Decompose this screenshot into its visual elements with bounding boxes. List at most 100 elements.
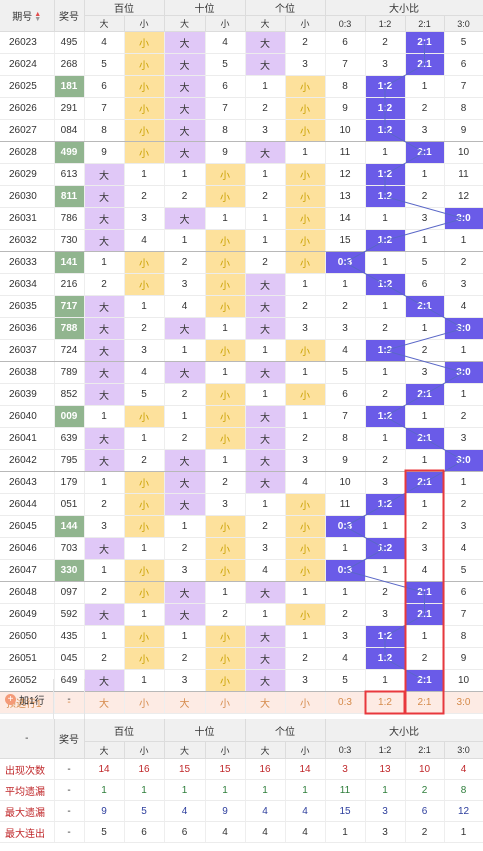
stats-value: 4 — [245, 821, 286, 843]
big-miss-count: 3 — [164, 559, 206, 582]
ratio-miss-count: 4 — [444, 295, 483, 318]
prize-number: 330 — [54, 559, 85, 582]
big-miss-count: 1 — [164, 339, 206, 362]
big-miss-count: 1 — [84, 559, 125, 582]
ratio-miss-count: 10 — [325, 471, 366, 494]
ratio-hit-cell: 1:2 — [365, 493, 406, 516]
small-hit-cell: 小 — [124, 493, 165, 516]
big-miss-count: 2 — [245, 185, 286, 208]
ratio-miss-count: 3 — [444, 515, 483, 538]
small-hit-cell: 小 — [205, 559, 246, 582]
period-cell: 26026 — [0, 97, 55, 120]
ratio-miss-count: 8 — [325, 75, 366, 98]
stats-value: 6 — [124, 821, 165, 843]
big-hit-cell: 大 — [164, 31, 206, 54]
period-cell: 26047 — [0, 559, 55, 582]
ratio-hit-cell: 1:2 — [365, 119, 406, 142]
ratio-hit-cell: 2:1 — [405, 603, 445, 626]
small-hit-cell: 小 — [205, 163, 246, 186]
stats-rows: 出现次数 -14 16 15 15 16 14 3 13 10 4 平均遗漏 -1 1 1 1 1 1 11 1 2 8 最… — [0, 758, 483, 843]
ratio-miss-count: 7 — [325, 405, 366, 428]
small-hit-cell: 小 — [124, 559, 165, 582]
small-miss-count: 4 — [205, 31, 246, 54]
sort-icon[interactable]: ▲ ▼ — [34, 11, 42, 24]
predict-cell[interactable]: 3:0 — [444, 691, 483, 714]
predict-cell[interactable]: 大 — [245, 691, 286, 714]
table-row: 26047 330 1 小 3 小 4 小 0:3 1 4 5 — [0, 559, 483, 582]
stats-ratio-3-0: 3:0 — [444, 741, 483, 759]
big-miss-count: 2 — [164, 427, 206, 450]
stats-value: 16 — [124, 758, 165, 780]
big-miss-count: 2 — [245, 515, 286, 538]
predict-cell[interactable]: 小 — [205, 691, 246, 714]
ratio-miss-count: 1 — [365, 251, 406, 274]
predict-cell[interactable]: 小 — [124, 691, 165, 714]
stats-value: 1 — [84, 779, 125, 801]
add-row-button[interactable]: + 加1行 — [0, 679, 54, 719]
big-hit-cell: 大 — [84, 361, 125, 384]
ratio-miss-count: 6 — [325, 31, 366, 54]
big-hit-cell: 大 — [164, 471, 206, 494]
big-hit-cell: 大 — [164, 53, 206, 76]
prize-number: 789 — [54, 361, 85, 384]
small-miss-count: 2 — [124, 449, 165, 472]
ratio-1-2-header: 1:2 — [365, 15, 406, 32]
small-hit-cell: 小 — [285, 75, 326, 98]
period-header[interactable]: 期号 ▲ ▼ — [0, 0, 55, 32]
big-hit-cell: 大 — [84, 537, 125, 560]
ratio-miss-count: 1 — [365, 427, 406, 450]
big-miss-count: 2 — [164, 185, 206, 208]
small-hit-cell: 小 — [124, 515, 165, 538]
ratio-miss-count: 3 — [365, 471, 406, 494]
stats-ratio-header: 大小比 — [325, 719, 483, 742]
table-row: 26049 592 大 1 大 2 1 小 2 3 2:1 7 — [0, 603, 483, 626]
sub-small-header: 小 — [205, 15, 246, 32]
big-miss-count: 3 — [164, 669, 206, 692]
big-miss-count: 1 — [84, 471, 125, 494]
stats-row: 最大遗漏 -9 5 4 9 4 4 15 3 6 12 — [0, 800, 483, 822]
big-hit-cell: 大 — [164, 317, 206, 340]
ratio-miss-count: 11 — [325, 493, 366, 516]
sub-small-header: 小 — [285, 15, 326, 32]
predict-cell[interactable]: 小 — [285, 691, 326, 714]
small-hit-cell: 小 — [205, 273, 246, 296]
big-miss-count: 1 — [245, 493, 286, 516]
stats-value: 4 — [444, 758, 483, 780]
ratio-miss-count: 9 — [325, 449, 366, 472]
big-miss-count: 4 — [245, 559, 286, 582]
ratio-miss-count: 4 — [325, 647, 366, 670]
table-row: 26042 795 大 2 大 1 大 3 9 2 1 3:0 — [0, 449, 483, 472]
big-hit-cell: 大 — [84, 427, 125, 450]
prize-number: 613 — [54, 163, 85, 186]
period-cell: 26030 — [0, 185, 55, 208]
predict-cell[interactable]: 0:3 — [325, 691, 366, 714]
stats-value: 1 — [124, 779, 165, 801]
ratio-miss-count: 5 — [444, 31, 483, 54]
big-miss-count: 2 — [164, 537, 206, 560]
plus-icon: + — [5, 693, 16, 705]
sub-big-header: 大 — [164, 15, 206, 32]
period-cell: 26038 — [0, 361, 55, 384]
table-row: 26048 097 2 小大 1 大 1 1 2 2:1 6 — [0, 581, 483, 604]
period-cell: 26045 — [0, 515, 55, 538]
predict-cell[interactable]: 大 — [84, 691, 125, 714]
big-miss-count: 1 — [84, 251, 125, 274]
prize-number: 499 — [54, 141, 85, 164]
predict-cell[interactable]: 大 — [164, 691, 206, 714]
ratio-miss-count: 1 — [325, 537, 366, 560]
period-cell: 26049 — [0, 603, 55, 626]
ratio-miss-count: 9 — [444, 647, 483, 670]
ratio-0-3-header: 0:3 — [325, 15, 366, 32]
stats-value: 16 — [245, 758, 286, 780]
ratio-miss-count: 3 — [405, 119, 445, 142]
small-hit-cell: 小 — [124, 119, 165, 142]
stats-value: 6 — [164, 821, 206, 843]
ratio-miss-count: 8 — [444, 625, 483, 648]
big-miss-count: 2 — [245, 251, 286, 274]
stats-value: 13 — [365, 758, 406, 780]
ratio-miss-count: 8 — [325, 427, 366, 450]
prize-number: 268 — [54, 53, 85, 76]
ratio-hit-cell: 1:2 — [365, 97, 406, 120]
prize-number: 717 — [54, 295, 85, 318]
table-row: 26024 268 5 小大 5 大 3 7 3 2:1 6 — [0, 53, 483, 76]
